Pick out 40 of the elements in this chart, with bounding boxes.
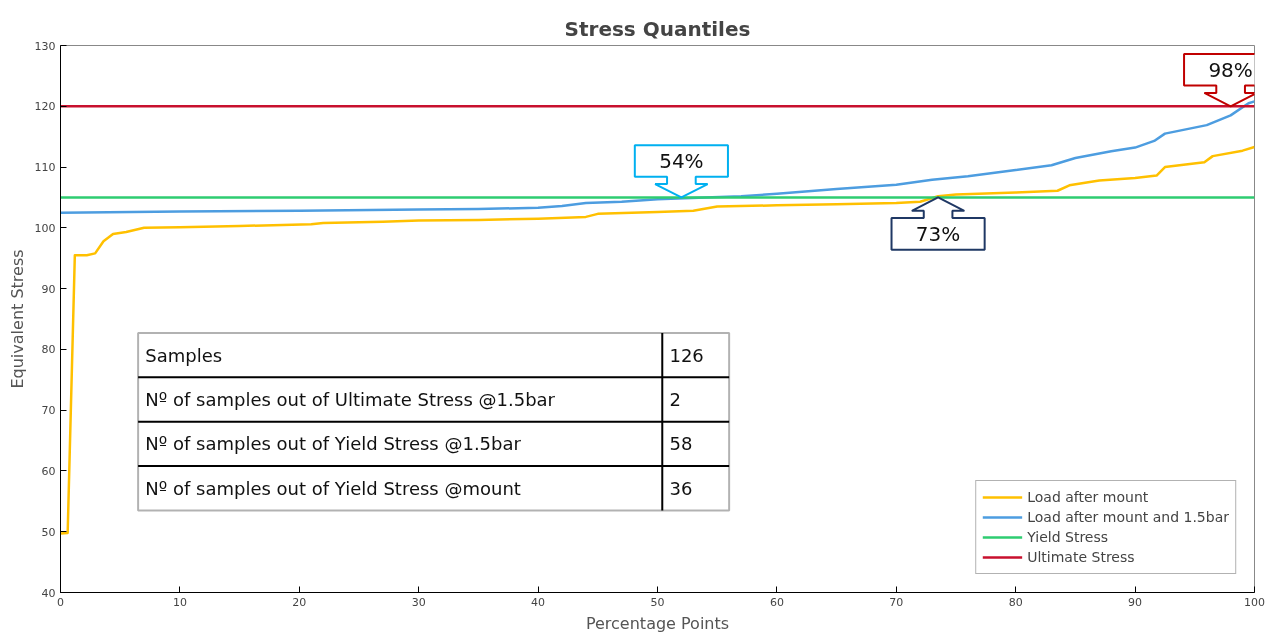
annotation: Nº of samples out of Ultimate Stress @1.5bar bbox=[145, 389, 556, 411]
line-series bbox=[60, 100, 1255, 214]
annotation: 58 bbox=[669, 433, 693, 455]
legend-label: Load after mount and 1.5bar bbox=[1027, 509, 1229, 525]
legend-label: Load after mount bbox=[1027, 489, 1149, 505]
annotation: Nº of samples out of Yield Stress @mount bbox=[145, 477, 521, 499]
y-tick-label: 40 bbox=[41, 586, 56, 600]
annotation: 2 bbox=[669, 389, 681, 411]
x-tick-label: 40 bbox=[531, 595, 546, 609]
y-tick-label: 70 bbox=[41, 404, 56, 418]
x-tick-label: 30 bbox=[411, 595, 426, 609]
x-tick-label: 100 bbox=[1244, 595, 1265, 609]
annotation: Nº of samples out of Yield Stress @1.5bar bbox=[145, 433, 522, 455]
y-tick-label: 90 bbox=[41, 282, 56, 296]
annotation: 126 bbox=[669, 344, 704, 366]
legend-label: Ultimate Stress bbox=[1027, 549, 1135, 565]
y-tick-label: 80 bbox=[41, 343, 56, 357]
x-tick-label: 10 bbox=[172, 595, 187, 609]
y-tick-label: 100 bbox=[34, 221, 56, 235]
annotation: Samples bbox=[145, 344, 223, 366]
annotation: 36 bbox=[669, 477, 693, 499]
x-axis-title: Percentage Points bbox=[585, 613, 730, 633]
x-tick-label: 90 bbox=[1128, 595, 1143, 609]
x-tick-label: 80 bbox=[1008, 595, 1023, 609]
annotation: 54% bbox=[659, 148, 704, 173]
y-tick-label: 50 bbox=[41, 525, 56, 539]
y-tick-label: 120 bbox=[34, 100, 56, 114]
y-tick-label: 130 bbox=[34, 39, 56, 53]
x-tick-label: 60 bbox=[769, 595, 784, 609]
y-axis-title: Equivalent Stress bbox=[7, 249, 27, 389]
y-tick-label: 110 bbox=[34, 161, 56, 175]
y-tick-label: 60 bbox=[41, 464, 56, 478]
annotation: 98% bbox=[1208, 57, 1253, 82]
legend-label: Yield Stress bbox=[1027, 529, 1109, 545]
chart-title: Stress Quantiles bbox=[564, 16, 751, 41]
annotation: 73% bbox=[915, 221, 961, 246]
x-tick-label: 50 bbox=[650, 595, 665, 609]
x-tick-label: 70 bbox=[889, 595, 904, 609]
x-tick-label: 20 bbox=[292, 595, 307, 609]
x-tick-label: 0 bbox=[57, 595, 64, 609]
